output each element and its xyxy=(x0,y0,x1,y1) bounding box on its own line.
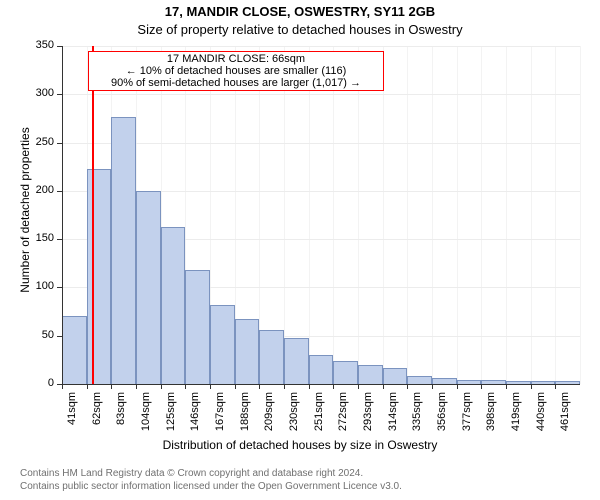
x-tick-label: 377sqm xyxy=(461,392,473,431)
annotation-callout: 17 MANDIR CLOSE: 66sqm← 10% of detached … xyxy=(88,51,384,91)
y-tick-label: 300 xyxy=(22,87,54,99)
x-tick-label: 440sqm xyxy=(535,392,547,431)
x-tick-label: 419sqm xyxy=(510,392,522,431)
x-tick-label: 251sqm xyxy=(313,392,325,431)
histogram-bar xyxy=(333,361,358,384)
x-tick-label: 293sqm xyxy=(362,392,374,431)
annotation-line: 17 MANDIR CLOSE: 66sqm xyxy=(92,53,380,65)
annotation-line: ← 10% of detached houses are smaller (11… xyxy=(92,65,380,77)
x-tick-label: 104sqm xyxy=(140,392,152,431)
y-axis-label: Number of detached properties xyxy=(18,110,32,310)
x-tick-label: 209sqm xyxy=(263,392,275,431)
histogram-bar xyxy=(235,319,260,384)
y-tick-label: 50 xyxy=(22,329,54,341)
x-tick-label: 314sqm xyxy=(387,392,399,431)
x-tick-label: 398sqm xyxy=(485,392,497,431)
x-tick-label: 335sqm xyxy=(411,392,423,431)
footer-line: Contains HM Land Registry data © Crown c… xyxy=(20,468,402,481)
x-tick-label: 167sqm xyxy=(214,392,226,431)
histogram-bar xyxy=(210,305,235,384)
annotation-line: 90% of semi-detached houses are larger (… xyxy=(92,77,380,89)
histogram-bar xyxy=(284,338,309,384)
x-tick-label: 41sqm xyxy=(66,392,78,425)
histogram-bar xyxy=(185,270,210,384)
histogram-bar xyxy=(383,368,408,384)
x-tick-label: 188sqm xyxy=(239,392,251,431)
reference-marker-line xyxy=(92,46,94,384)
y-tick-label: 0 xyxy=(22,377,54,389)
histogram-bar xyxy=(62,316,87,384)
histogram-bar xyxy=(161,227,186,384)
x-tick-label: 62sqm xyxy=(91,392,103,425)
histogram-bar xyxy=(259,330,284,384)
y-tick-label: 350 xyxy=(22,39,54,51)
histogram-bar xyxy=(111,117,136,385)
x-tick-label: 356sqm xyxy=(436,392,448,431)
footer-line: Contains public sector information licen… xyxy=(20,481,402,494)
histogram-bar xyxy=(309,355,334,384)
histogram-bar xyxy=(136,191,161,384)
histogram-bar xyxy=(87,169,112,384)
x-tick-label: 146sqm xyxy=(189,392,201,431)
histogram-bar xyxy=(407,376,432,384)
page-title: 17, MANDIR CLOSE, OSWESTRY, SY11 2GB xyxy=(0,4,600,19)
footer-attribution: Contains HM Land Registry data © Crown c… xyxy=(20,468,402,493)
page-subtitle: Size of property relative to detached ho… xyxy=(0,22,600,37)
x-tick-label: 461sqm xyxy=(559,392,571,431)
x-tick-label: 125sqm xyxy=(165,392,177,431)
x-tick-label: 272sqm xyxy=(337,392,349,431)
x-axis-label: Distribution of detached houses by size … xyxy=(0,438,600,452)
x-tick-label: 83sqm xyxy=(115,392,127,425)
histogram-chart: 05010015020025030035041sqm62sqm83sqm104s… xyxy=(62,46,580,384)
x-tick-label: 230sqm xyxy=(288,392,300,431)
histogram-bar xyxy=(358,365,383,384)
